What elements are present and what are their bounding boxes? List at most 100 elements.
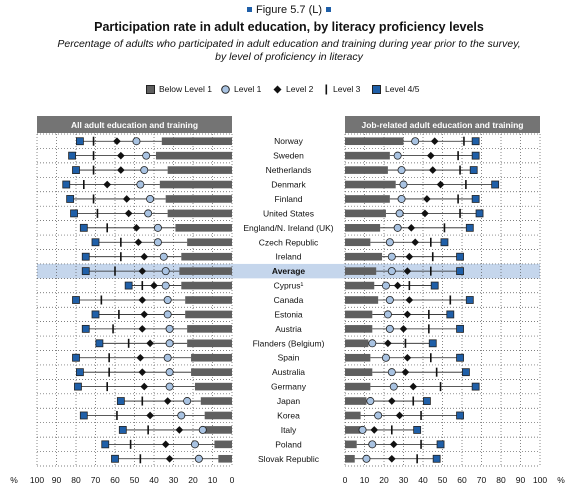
level-1-point bbox=[385, 238, 394, 247]
axis-unit-label-right: % bbox=[557, 475, 565, 485]
level-1-point bbox=[161, 281, 170, 290]
level-4-5-point bbox=[118, 426, 127, 434]
below-level-1-bar bbox=[200, 397, 232, 405]
level-1-point bbox=[194, 454, 203, 463]
level-4-5-point bbox=[456, 252, 464, 261]
level-3-point bbox=[465, 180, 467, 190]
level-3-point bbox=[92, 194, 95, 204]
level-3-point bbox=[141, 396, 144, 406]
level-4-5-point bbox=[68, 151, 76, 160]
below-level-1-bar bbox=[345, 426, 361, 434]
level-3-point bbox=[147, 425, 149, 435]
axis-tick-label: 0 bbox=[343, 475, 348, 485]
level-2-point bbox=[117, 166, 125, 174]
level-1-point bbox=[153, 238, 162, 247]
level-4-5-point bbox=[465, 223, 474, 232]
level-2-point bbox=[103, 180, 111, 189]
level-4-5-point bbox=[111, 454, 119, 463]
level-2-point bbox=[138, 267, 147, 275]
below-level-1-bar bbox=[345, 238, 371, 247]
level-1-point bbox=[397, 166, 406, 175]
level-4-5-point bbox=[72, 296, 80, 304]
below-level-1-bar bbox=[345, 353, 371, 362]
level-2-point bbox=[134, 238, 143, 247]
below-level-1-bar bbox=[345, 151, 390, 160]
level-4-5-point bbox=[422, 397, 431, 405]
level-3-point bbox=[139, 454, 142, 464]
below-level-1-bar bbox=[187, 325, 232, 333]
level-2-point bbox=[389, 440, 398, 449]
level-2-point bbox=[393, 281, 402, 290]
country-label: Italy bbox=[281, 425, 297, 435]
chart-subtitle-line2: by level of proficiency in literacy bbox=[215, 51, 363, 63]
axis-tick-label: 50 bbox=[438, 475, 448, 485]
level-3-point bbox=[120, 252, 122, 262]
axis-tick-label: 80 bbox=[71, 475, 81, 485]
axis-tick-label: 0 bbox=[230, 475, 235, 485]
level-4-5-point bbox=[81, 252, 90, 261]
level-4-5-point bbox=[72, 166, 80, 174]
level-3-point bbox=[459, 165, 461, 175]
axis-unit-label-left: % bbox=[10, 475, 18, 485]
level-1-point bbox=[389, 382, 398, 391]
level-3-point bbox=[106, 223, 108, 233]
country-label: Slovak Republic bbox=[258, 454, 320, 464]
level-3-point bbox=[83, 180, 85, 190]
country-label: United States bbox=[263, 208, 314, 218]
country-label: Norway bbox=[274, 136, 304, 146]
panel-header-bg bbox=[345, 116, 540, 133]
level-1-point bbox=[132, 137, 141, 146]
level-4-5-point bbox=[436, 440, 445, 449]
country-label: Poland bbox=[275, 439, 302, 449]
level-4-5-point bbox=[456, 324, 464, 333]
level-2-point bbox=[436, 180, 445, 189]
level-3-point bbox=[431, 252, 434, 262]
level-1-point bbox=[374, 411, 383, 420]
below-level-1-bar bbox=[345, 339, 369, 348]
level-2-point bbox=[370, 426, 379, 434]
level-1-point bbox=[165, 368, 174, 377]
level-3-point bbox=[92, 165, 95, 175]
level-3-point bbox=[141, 281, 144, 291]
level-2-point bbox=[403, 267, 412, 275]
level-3-point bbox=[120, 237, 122, 247]
level-1-point bbox=[144, 209, 153, 218]
level-4-5-point bbox=[70, 209, 78, 218]
level-4-5-point bbox=[66, 195, 75, 203]
country-label: England/N. Ireland (UK) bbox=[243, 223, 333, 233]
level-4-5-point bbox=[79, 411, 88, 420]
below-level-1-bar bbox=[218, 454, 232, 463]
below-level-1-bar bbox=[155, 151, 232, 160]
level-2-point bbox=[409, 382, 418, 391]
level-3-point bbox=[416, 454, 418, 464]
level-4-5-point bbox=[446, 310, 455, 319]
level-3-point bbox=[457, 194, 459, 204]
level-3-point bbox=[430, 266, 432, 276]
axis-tick-label: 100 bbox=[533, 475, 547, 485]
below-level-1-bar bbox=[345, 224, 381, 232]
legend-label: Level 2 bbox=[286, 84, 314, 94]
axis-tick-label: 30 bbox=[399, 475, 409, 485]
level-4-5-point bbox=[76, 368, 84, 377]
level-2-point bbox=[430, 137, 439, 146]
level-4-5-point bbox=[428, 339, 437, 348]
label-bullet-icon bbox=[326, 6, 332, 12]
label-bullet-icon bbox=[246, 6, 252, 12]
level-3-point bbox=[463, 136, 465, 146]
country-label: Denmark bbox=[271, 180, 306, 190]
below-level-1-bar bbox=[187, 339, 232, 348]
below-level-1-bar bbox=[345, 166, 388, 174]
level-3-point bbox=[435, 367, 438, 377]
blue-square-icon bbox=[372, 84, 381, 94]
level-1-point bbox=[411, 137, 420, 146]
level-1-point bbox=[163, 295, 172, 304]
level-1-point bbox=[399, 180, 408, 189]
level-2-point bbox=[136, 353, 145, 362]
legend-item-level-3: Level 3 bbox=[324, 82, 360, 96]
below-level-1-bar bbox=[345, 252, 383, 261]
level-4-5-point bbox=[74, 382, 82, 391]
level-3-point bbox=[408, 281, 411, 291]
level-3-point bbox=[112, 324, 114, 334]
level-1-point bbox=[159, 252, 168, 261]
level-3-point bbox=[129, 439, 132, 449]
